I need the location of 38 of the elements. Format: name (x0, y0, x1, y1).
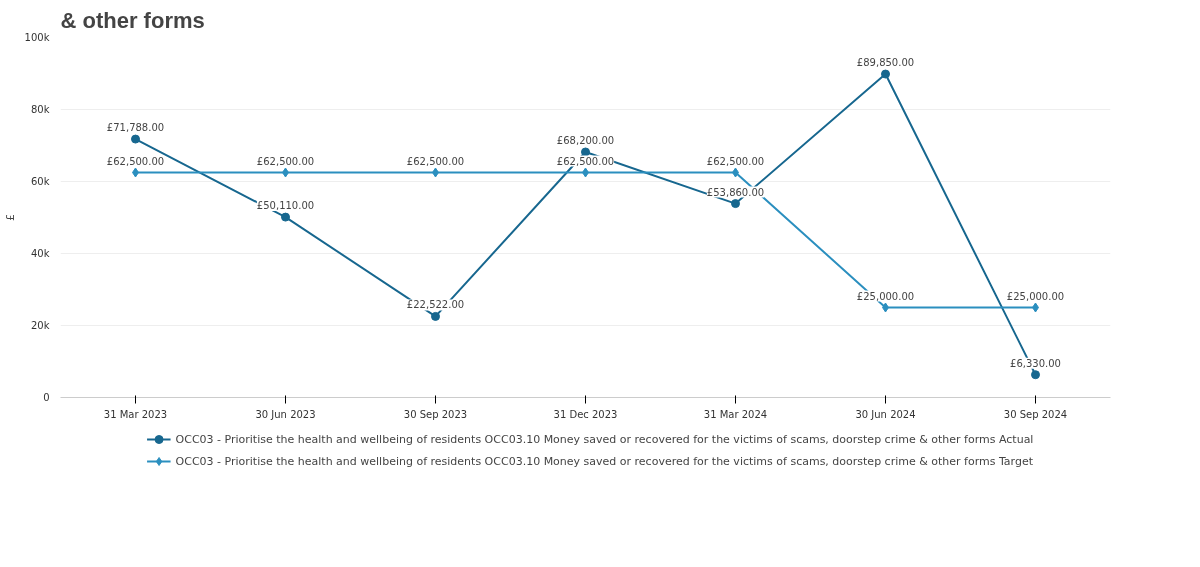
point (431, 311, 440, 321)
data-label: £68,200.00 (556, 134, 615, 146)
x-tick-label: 31 Mar 2024 (703, 408, 768, 420)
x-tick-label: 30 Jun 2023 (255, 408, 316, 420)
data-label: £53,860.00 (706, 186, 765, 198)
x-tick-label: 30 Sep 2024 (1003, 408, 1068, 420)
y-tick-label: 40k (30, 248, 50, 259)
x-tick-label: 30 Sep 2023 (403, 408, 468, 420)
point (1031, 370, 1040, 380)
data-label: £6,330.00 (1010, 357, 1061, 369)
x-tick-label: 30 Jun 2024 (855, 408, 916, 420)
point (581, 147, 590, 157)
y-tick-label: 60k (30, 176, 50, 187)
chart-title: & other forms (60, 7, 205, 33)
data-label: £25,000.00 (856, 290, 915, 302)
point (731, 199, 740, 209)
data-label: £71,788.00 (106, 122, 165, 134)
y-axis-title: £ (3, 214, 17, 221)
data-label: £25,000.00 (1006, 290, 1065, 302)
point (131, 134, 140, 144)
data-label: £22,522.00 (406, 299, 465, 311)
legend-label: OCC03 - Prioritise the health and wellbeing of residents OCC03.10 Money saved or recovered for the victims of scams, doorstep crime & other forms Actual (175, 432, 1034, 446)
x-tick-label: 31 Dec 2023 (553, 408, 618, 420)
data-label: £62,500.00 (106, 155, 165, 167)
y-tick-label: 100k (24, 32, 50, 43)
data-label: £62,500.00 (406, 155, 465, 167)
y-tick-label: 80k (30, 104, 50, 115)
data-label: £89,850.00 (856, 57, 915, 69)
point (281, 212, 290, 222)
data-label: £62,500.00 (256, 155, 315, 167)
point (881, 69, 890, 79)
y-tick-label: 0 (43, 392, 50, 403)
x-tick-label: 31 Mar 2023 (103, 408, 168, 420)
legend-label: OCC03 - Prioritise the health and wellbeing of residents OCC03.10 Money saved or recovered for the victims of scams, doorstep crime & other forms Target (175, 454, 1033, 468)
data-label: £62,500.00 (556, 155, 615, 167)
data-label: £50,110.00 (256, 200, 315, 212)
y-tick-label: 20k (30, 320, 50, 331)
data-label: £62,500.00 (706, 155, 765, 167)
